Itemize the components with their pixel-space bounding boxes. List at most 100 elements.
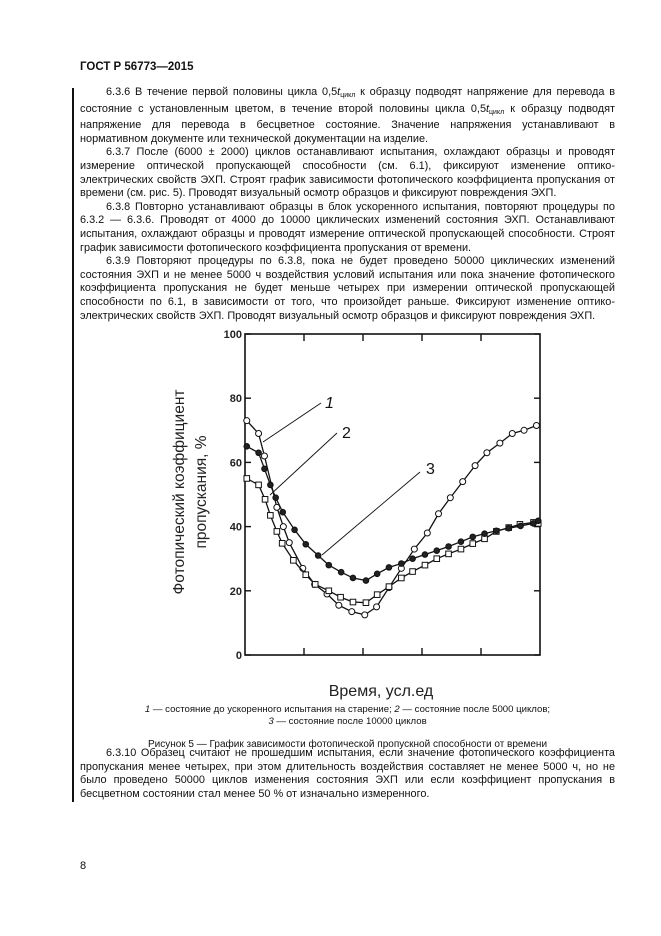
curve-label-2: 2: [342, 425, 351, 442]
y-tick-label: 0: [236, 650, 242, 662]
data-point: [255, 449, 262, 457]
data-point: [272, 494, 279, 502]
data-point: [445, 550, 452, 558]
data-point: [302, 571, 310, 579]
plot-frame: [244, 333, 541, 656]
data-point: [457, 538, 465, 545]
leader-line: [262, 402, 322, 443]
data-point: [508, 430, 516, 438]
data-point: [361, 611, 369, 619]
data-point: [423, 529, 431, 537]
y-axis-label: пропускания, %: [193, 435, 210, 548]
data-point: [285, 539, 293, 547]
data-point: [373, 591, 381, 598]
data-point: [243, 417, 251, 425]
revision-bar: [72, 320, 74, 802]
paragraph-6-3-10: 6.3.10 Образец считают не прошедшим испы…: [80, 747, 615, 800]
data-point: [385, 564, 393, 571]
text-block-bottom: 6.3.10 Образец считают не прошедшим испы…: [80, 747, 615, 801]
data-point: [255, 481, 262, 489]
curve-label-1: 1: [325, 395, 334, 412]
data-point: [260, 452, 268, 460]
page-number: 8: [80, 860, 87, 872]
data-point: [362, 599, 370, 606]
data-point: [243, 443, 251, 450]
legend-line: 1 — состояние до ускоренного испытания н…: [144, 704, 551, 715]
data-point: [493, 527, 500, 535]
text-block-top: 6.3.6 В течение первой половины цикла 0,…: [80, 86, 615, 323]
data-point: [267, 481, 274, 489]
data-point: [337, 568, 345, 576]
data-point: [335, 601, 343, 609]
legend-line: 3 — состояние после 10000 циклов: [268, 716, 427, 727]
data-point: [409, 555, 416, 562]
data-point: [302, 540, 310, 548]
x-axis-label: Время, усл.ед: [329, 683, 434, 700]
y-tick-label: 20: [230, 586, 242, 598]
data-point: [471, 462, 479, 470]
figure-caption: Рисунок 5 — График зависимости фотопичес…: [147, 739, 548, 750]
data-point: [279, 523, 287, 531]
data-point: [373, 603, 381, 611]
data-point: [496, 439, 504, 447]
data-point: [349, 598, 357, 606]
data-point: [534, 517, 542, 525]
data-point: [385, 583, 393, 590]
data-point: [446, 494, 454, 502]
y-tick-label: 80: [230, 393, 242, 405]
curve-label-3: 3: [426, 461, 435, 478]
data-point: [469, 533, 477, 541]
data-point: [278, 539, 286, 547]
data-point: [373, 570, 381, 578]
data-point: [505, 524, 513, 532]
data-point: [457, 545, 465, 553]
data-point: [481, 530, 488, 537]
paragraph-6-3-6: 6.3.6 В течение первой половины цикла 0,…: [80, 86, 615, 145]
data-point: [261, 496, 269, 503]
series-3: [243, 443, 542, 584]
series-line-3: [246, 445, 539, 582]
data-point: [261, 465, 268, 473]
leader-line: [321, 471, 421, 556]
data-point: [279, 508, 287, 516]
data-point: [325, 587, 333, 595]
data-point: [410, 545, 418, 553]
data-point: [337, 593, 344, 601]
leader-line: [269, 432, 338, 496]
document-header: ГОСТ Р 56773—2015: [80, 61, 194, 73]
data-point: [435, 510, 443, 518]
data-point: [311, 581, 319, 588]
y-tick-label: 40: [230, 522, 242, 534]
data-point: [291, 526, 298, 534]
figure-legend: 1 — состояние до ускоренного испытания н…: [80, 704, 615, 728]
paragraph-6-3-9: 6.3.9 Повторяют процедуры по 6.3.8, пока…: [80, 255, 615, 322]
data-point: [445, 543, 452, 550]
data-point: [362, 577, 370, 584]
revision-bar: [72, 88, 74, 320]
data-point: [325, 561, 333, 569]
data-point: [421, 561, 429, 569]
data-point: [349, 574, 357, 582]
data-point: [459, 478, 467, 486]
data-point: [532, 421, 540, 429]
y-axis-label: Фотопический коэффициент: [171, 390, 188, 595]
data-point: [433, 555, 441, 562]
data-point: [267, 512, 274, 519]
paragraph-6-3-8: 6.3.8 Повторно устанавливают образцы в б…: [80, 200, 615, 254]
data-point: [421, 551, 429, 558]
data-point: [273, 528, 281, 535]
series-line-2: [246, 477, 539, 604]
data-point: [398, 560, 405, 567]
data-point: [243, 475, 251, 482]
data-point: [314, 552, 322, 559]
data-point: [433, 547, 441, 554]
data-point: [520, 426, 528, 434]
y-tick-label: 60: [230, 457, 242, 469]
transmission-chart: Фотопический коэффициент пропускания, % …: [171, 329, 542, 700]
data-point: [290, 557, 297, 564]
data-point: [517, 522, 524, 530]
data-point: [483, 449, 491, 457]
paragraph-6-3-7: 6.3.7 После (6000 ± 2000) циклов останав…: [80, 146, 615, 200]
data-point: [398, 574, 405, 582]
data-point: [469, 540, 477, 547]
